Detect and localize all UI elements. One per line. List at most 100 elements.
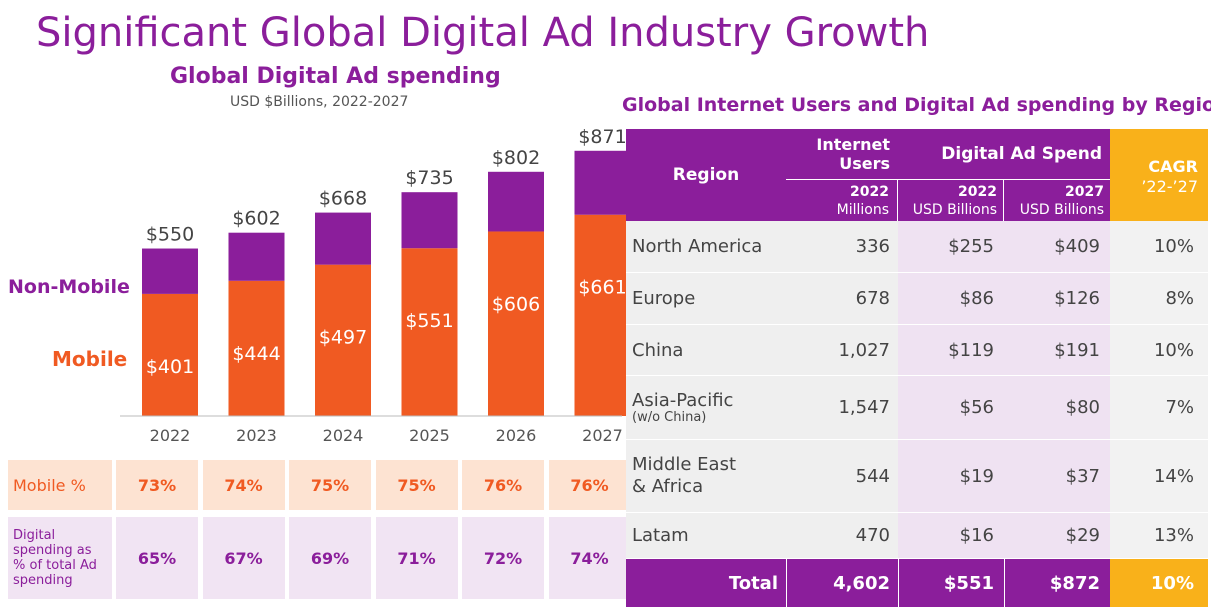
mobile-bar <box>228 280 285 416</box>
mobile-percent-cell: 74% <box>202 460 285 510</box>
spend-2022-cell: $119 <box>898 325 1004 375</box>
total-users-cell: 4,602 <box>786 559 898 607</box>
region-table: Region Internet Users Digital Ad Spend C… <box>626 129 1208 607</box>
total-value-label: $735 <box>405 167 453 189</box>
spend-2027-cell: $126 <box>1004 273 1110 324</box>
mobile-value-label: $497 <box>319 327 367 349</box>
mobile-bar <box>315 264 371 416</box>
header-region: Region <box>626 129 786 221</box>
spend-2022-cell: $16 <box>898 513 1004 558</box>
x-tick-label: 2026 <box>496 426 537 445</box>
total-value-label: $871 <box>578 126 626 148</box>
legend-non-mobile: Non-Mobile <box>8 276 130 298</box>
digital-share-cell: 67% <box>202 517 285 599</box>
chart-subtitle: USD $Billions, 2022-2027 <box>230 94 409 110</box>
total-spend-2022-cell: $551 <box>898 559 1004 607</box>
total-value-label: $668 <box>319 188 367 210</box>
digital-share-cell: 72% <box>462 517 544 599</box>
spend-2027-cell: $80 <box>1004 376 1110 439</box>
mobile-percent-cell: 73% <box>116 460 198 510</box>
mobile-bar <box>401 248 458 416</box>
region-cell: Asia-Pacific (w/o China) <box>626 376 786 439</box>
users-cell: 470 <box>786 513 898 558</box>
x-tick-label: 2023 <box>236 426 277 445</box>
spend-2027-cell: $191 <box>1004 325 1110 375</box>
mobile-percent-label: Mobile % <box>8 460 112 510</box>
total-spend-2027-cell: $872 <box>1004 559 1110 607</box>
region-cell: Europe <box>626 273 786 324</box>
region-cell: China <box>626 325 786 375</box>
total-value-label: $550 <box>146 224 194 246</box>
mobile-bar <box>488 231 544 416</box>
region-cell: Middle East & Africa <box>626 440 786 512</box>
non-mobile-bar <box>574 150 626 215</box>
users-cell: 336 <box>786 221 898 272</box>
header-spend-2022: 2022 USD Billions <box>898 179 1004 221</box>
mobile-value-label: $444 <box>232 343 280 365</box>
x-tick-label: 2024 <box>323 426 364 445</box>
header-spend-2027: 2027 USD Billions <box>1004 179 1110 221</box>
table-row: China 1,027 $119 $191 10% <box>626 325 1208 376</box>
digital-share-cell: 69% <box>289 517 371 599</box>
cagr-cell: 10% <box>1110 325 1208 375</box>
mobile-value-label: $661 <box>578 277 626 299</box>
digital-share-cell: 65% <box>116 517 198 599</box>
table-title: Global Internet Users and Digital Ad spe… <box>622 94 1211 116</box>
users-cell: 1,547 <box>786 376 898 439</box>
header-digital-ad-spend: Digital Ad Spend <box>898 129 1110 179</box>
chart-title: Global Digital Ad spending <box>170 64 501 89</box>
cagr-cell: 14% <box>1110 440 1208 512</box>
digital-share-cell: 71% <box>375 517 458 599</box>
cagr-cell: 13% <box>1110 513 1208 558</box>
region-cell: Latam <box>626 513 786 558</box>
mobile-percent-cell: 75% <box>289 460 371 510</box>
table-row: Middle East & Africa 544 $19 $37 14% <box>626 440 1208 513</box>
non-mobile-bar <box>315 212 371 265</box>
table-row: Asia-Pacific (w/o China) 1,547 $56 $80 7… <box>626 376 1208 440</box>
cagr-cell: 10% <box>1110 221 1208 272</box>
x-tick-label: 2025 <box>409 426 450 445</box>
spend-2027-cell: $409 <box>1004 221 1110 272</box>
spend-2022-cell: $19 <box>898 440 1004 512</box>
mobile-value-label: $606 <box>492 293 540 315</box>
header-users-year: 2022 Millions <box>786 179 898 221</box>
spending-bar-chart: $401 $550 2022 $444 $602 2023 $497 $668 2024 $551… <box>120 126 626 445</box>
mobile-percent-cell: 76% <box>548 460 631 510</box>
digital-share-label: Digital spending as % of total Ad spendi… <box>8 517 112 599</box>
non-mobile-bar <box>142 248 198 294</box>
users-cell: 678 <box>786 273 898 324</box>
spend-2027-cell: $29 <box>1004 513 1110 558</box>
users-cell: 1,027 <box>786 325 898 375</box>
mobile-value-label: $551 <box>405 310 453 332</box>
header-internet-users: Internet Users <box>786 129 898 179</box>
total-value-label: $602 <box>232 208 280 230</box>
users-cell: 544 <box>786 440 898 512</box>
cagr-cell: 7% <box>1110 376 1208 439</box>
mobile-value-label: $401 <box>146 356 194 378</box>
mobile-percent-row: Mobile % 73% 74% 75% 75% 76% 76% <box>8 460 631 510</box>
region-note: (w/o China) <box>632 410 707 425</box>
table-row: Latam 470 $16 $29 13% <box>626 513 1208 559</box>
digital-share-row: Digital spending as % of total Ad spendi… <box>8 517 631 599</box>
x-tick-label: 2022 <box>150 426 191 445</box>
mobile-bar <box>574 214 626 416</box>
total-label: Total <box>626 559 786 607</box>
mobile-percent-cell: 76% <box>462 460 544 510</box>
mobile-percent-cell: 75% <box>375 460 458 510</box>
non-mobile-bar <box>228 232 285 281</box>
legend-mobile: Mobile <box>52 347 128 371</box>
region-cell: North America <box>626 221 786 272</box>
spend-2027-cell: $37 <box>1004 440 1110 512</box>
table-row: Europe 678 $86 $126 8% <box>626 273 1208 325</box>
header-cagr: CAGR ’22-’27 <box>1110 129 1208 221</box>
table-total-row: Total 4,602 $551 $872 10% <box>626 559 1208 607</box>
spend-2022-cell: $56 <box>898 376 1004 439</box>
digital-share-cell: 74% <box>548 517 631 599</box>
non-mobile-bar <box>488 171 544 232</box>
non-mobile-bar <box>401 192 458 249</box>
mobile-bar <box>142 293 198 416</box>
spend-2022-cell: $86 <box>898 273 1004 324</box>
cagr-cell: 8% <box>1110 273 1208 324</box>
total-cagr-cell: 10% <box>1110 559 1208 607</box>
x-tick-label: 2027 <box>582 426 623 445</box>
